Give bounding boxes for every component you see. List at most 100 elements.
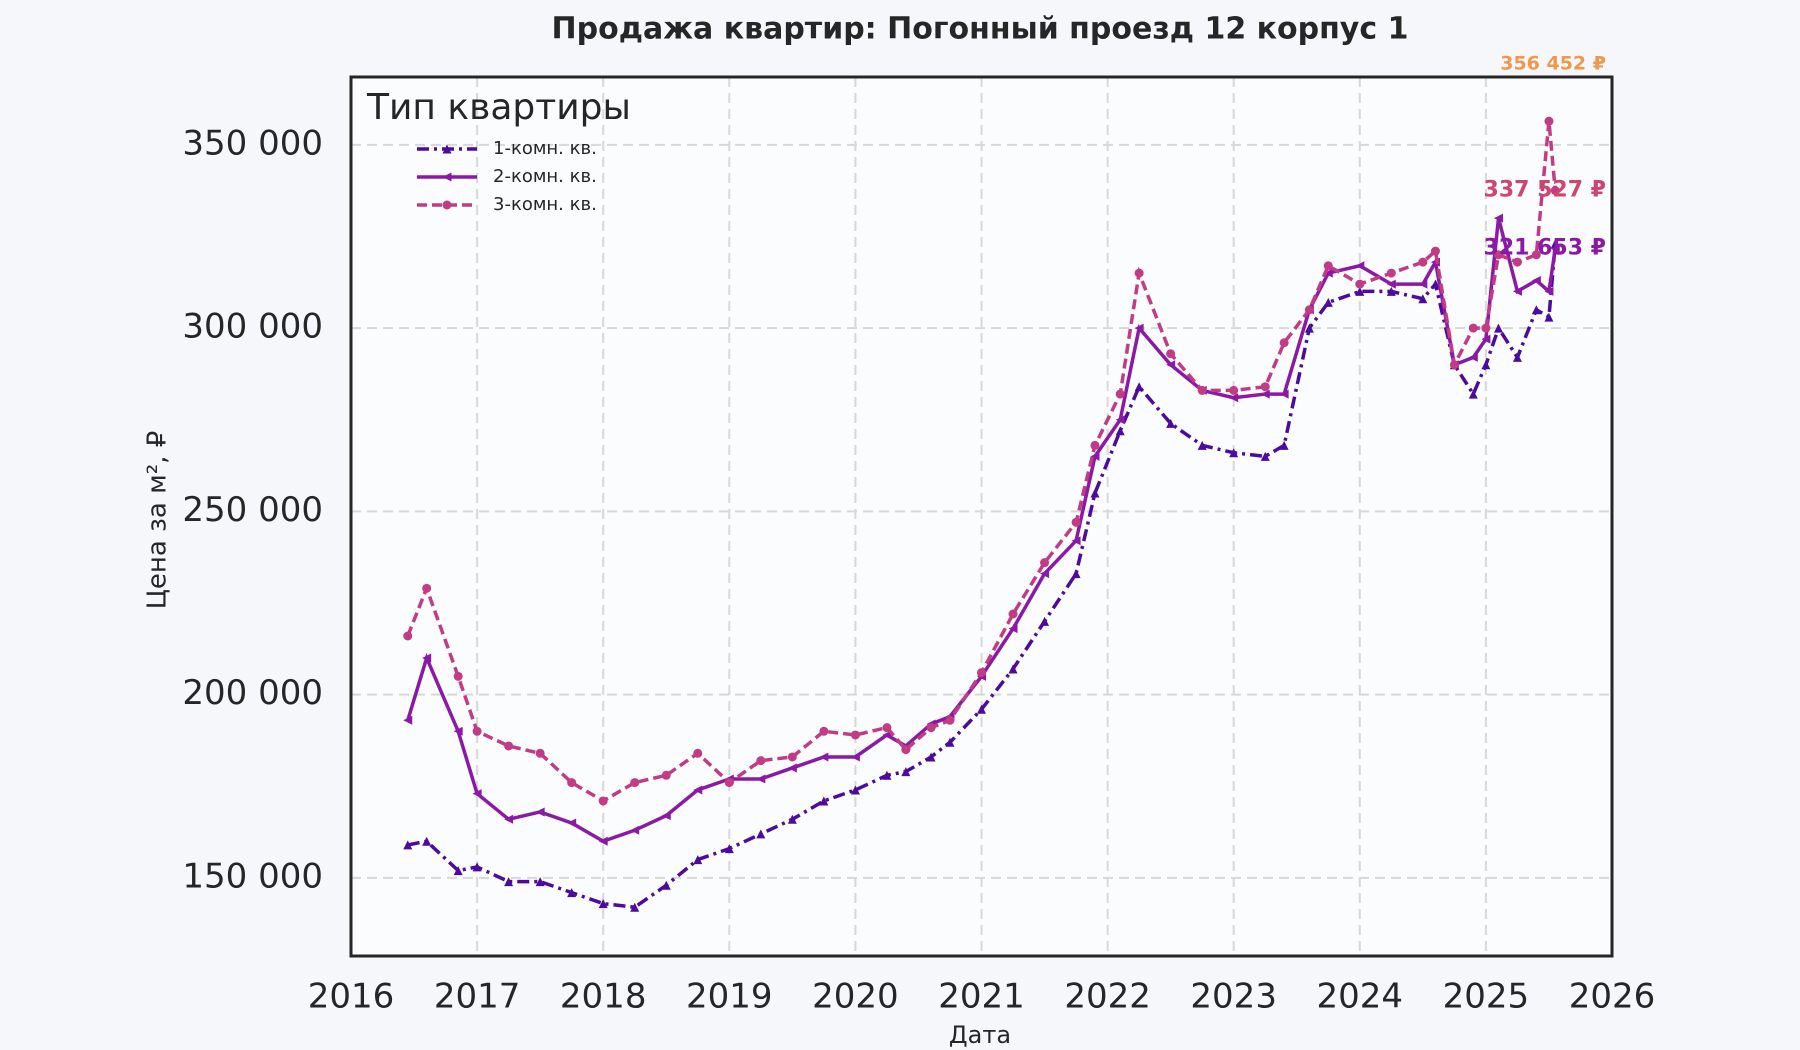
point bbox=[1229, 393, 1239, 403]
point bbox=[1544, 116, 1554, 126]
point bbox=[661, 811, 671, 821]
plot-frame bbox=[349, 75, 1614, 958]
point bbox=[1040, 569, 1050, 579]
point bbox=[1430, 246, 1440, 256]
point bbox=[472, 862, 482, 872]
point bbox=[850, 730, 860, 740]
x-tick-label: 2019 bbox=[686, 977, 773, 1017]
point bbox=[693, 785, 703, 795]
point bbox=[1512, 257, 1522, 267]
point bbox=[1494, 323, 1504, 333]
y-tick-label: 250 000 bbox=[182, 490, 323, 530]
point bbox=[630, 825, 640, 835]
point bbox=[1531, 305, 1541, 315]
point bbox=[567, 818, 577, 828]
point bbox=[1386, 268, 1396, 278]
point bbox=[504, 741, 514, 751]
point bbox=[1468, 389, 1478, 399]
point bbox=[1418, 294, 1428, 304]
point bbox=[1355, 261, 1365, 271]
point bbox=[422, 583, 432, 593]
point bbox=[724, 844, 734, 854]
x-tick-label: 2021 bbox=[938, 977, 1025, 1017]
point bbox=[850, 785, 860, 795]
point bbox=[1531, 250, 1541, 260]
y-tick-label: 300 000 bbox=[182, 307, 323, 347]
x-tick-label: 2017 bbox=[434, 977, 521, 1017]
x-tick-label: 2022 bbox=[1064, 977, 1151, 1017]
point bbox=[1430, 279, 1440, 289]
point bbox=[1355, 279, 1365, 289]
x-tick-label: 2026 bbox=[1569, 977, 1656, 1017]
point bbox=[1494, 250, 1504, 260]
point bbox=[1279, 338, 1289, 348]
point bbox=[1197, 385, 1207, 395]
point bbox=[1418, 257, 1428, 267]
point bbox=[422, 653, 432, 663]
legend-label: 3-комн. кв. bbox=[493, 194, 597, 215]
point bbox=[661, 880, 671, 890]
point bbox=[1229, 448, 1239, 458]
point bbox=[819, 726, 829, 736]
point bbox=[472, 726, 482, 736]
point bbox=[945, 737, 955, 747]
point bbox=[819, 796, 829, 806]
point bbox=[1304, 323, 1314, 333]
point bbox=[1544, 312, 1554, 322]
point bbox=[1468, 352, 1478, 362]
x-tick-label: 2016 bbox=[308, 977, 395, 1017]
point bbox=[403, 840, 413, 850]
point bbox=[724, 778, 734, 788]
point bbox=[1229, 385, 1239, 395]
point bbox=[598, 836, 608, 846]
point bbox=[1512, 352, 1522, 362]
point bbox=[1134, 268, 1144, 278]
point bbox=[1418, 279, 1428, 289]
x-tick-label: 2018 bbox=[560, 977, 647, 1017]
point bbox=[403, 715, 413, 725]
x-axis-label: Дата bbox=[949, 1021, 1011, 1049]
legend-marker bbox=[442, 172, 452, 182]
point bbox=[1040, 616, 1050, 626]
point bbox=[1008, 609, 1018, 619]
legend-marker bbox=[442, 200, 452, 210]
point bbox=[535, 877, 545, 887]
point bbox=[403, 631, 413, 641]
point bbox=[1550, 186, 1560, 196]
point bbox=[756, 774, 766, 784]
point bbox=[756, 829, 766, 839]
point bbox=[693, 748, 703, 758]
point bbox=[1115, 389, 1125, 399]
point bbox=[1071, 536, 1081, 546]
point bbox=[1260, 389, 1270, 399]
chart-title: Продажа квартир: Погонный проезд 12 корп… bbox=[552, 12, 1409, 47]
point bbox=[1090, 488, 1100, 498]
point bbox=[472, 789, 482, 799]
x-tick-label: 2020 bbox=[812, 977, 899, 1017]
y-tick-label: 350 000 bbox=[182, 123, 323, 163]
point bbox=[1260, 382, 1270, 392]
point bbox=[819, 752, 829, 762]
series-line bbox=[407, 243, 1558, 910]
point bbox=[882, 770, 892, 780]
point bbox=[630, 778, 640, 788]
point bbox=[661, 770, 671, 780]
legend-title: Тип квартиры bbox=[366, 87, 631, 128]
point bbox=[598, 796, 608, 806]
point bbox=[535, 748, 545, 758]
x-tick-label: 2024 bbox=[1317, 977, 1404, 1017]
point bbox=[1279, 440, 1289, 450]
point bbox=[1512, 286, 1522, 296]
point bbox=[1355, 286, 1365, 296]
point bbox=[787, 814, 797, 824]
point bbox=[882, 723, 892, 733]
point bbox=[787, 752, 797, 762]
point bbox=[1090, 451, 1100, 461]
point bbox=[977, 704, 986, 714]
point bbox=[535, 807, 545, 817]
point bbox=[1166, 360, 1176, 370]
value-annotation: 321 653 ₽ bbox=[1484, 236, 1606, 261]
x-tick-label: 2023 bbox=[1190, 977, 1277, 1017]
point bbox=[977, 668, 986, 678]
